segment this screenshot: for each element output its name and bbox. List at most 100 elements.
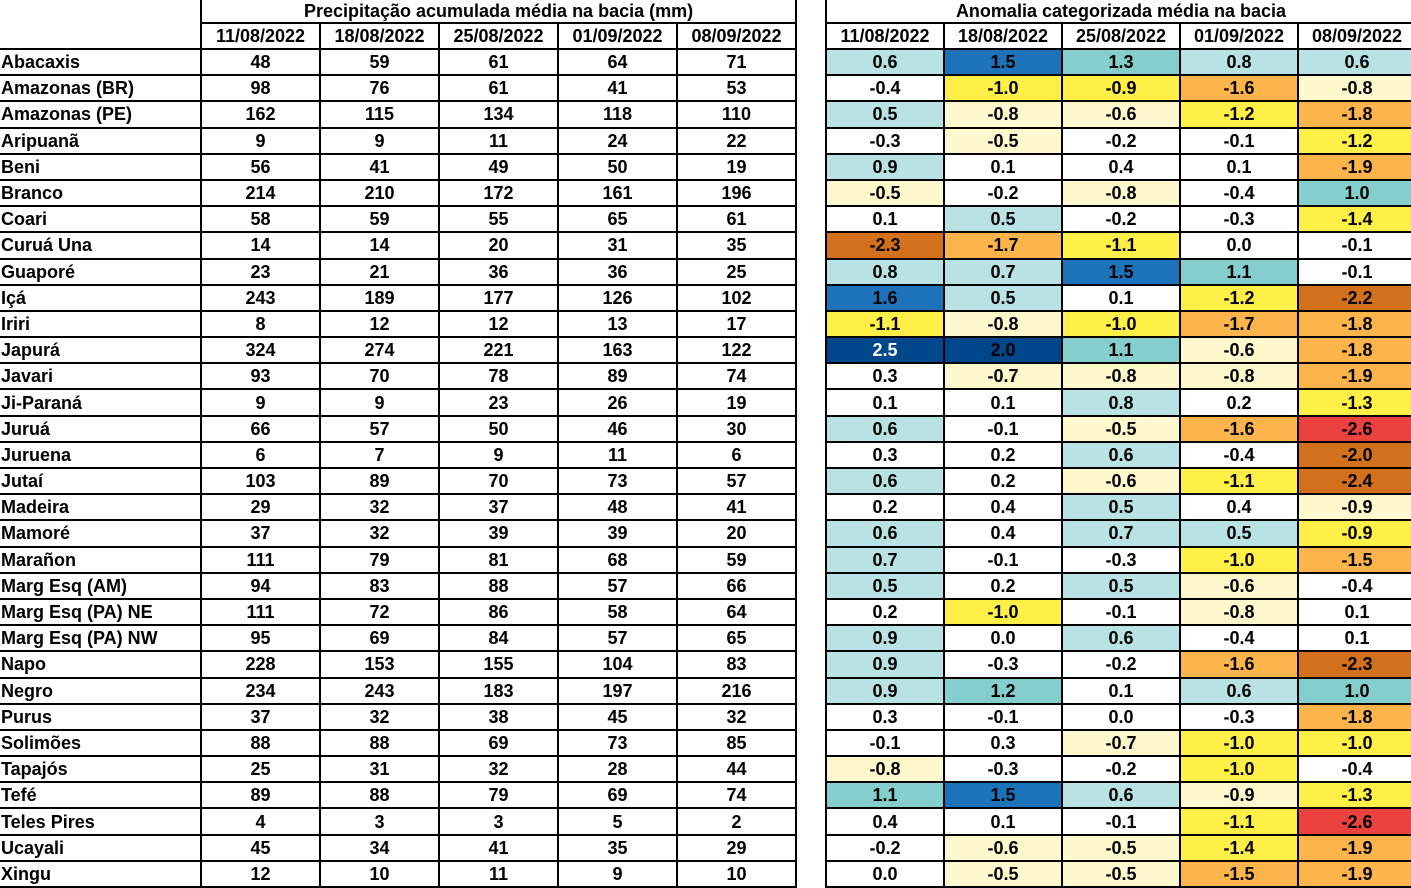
anomaly-row: 0.5 0.2 0.5 -0.6 -0.4 xyxy=(825,572,1411,600)
precip-value: 25 xyxy=(201,756,321,784)
anomaly-row: 0.9 0.1 0.4 0.1 -1.9 xyxy=(825,153,1411,181)
precip-value: 9 xyxy=(320,389,440,417)
anomaly-value: 0.5 xyxy=(943,284,1063,312)
precip-row: Solimões 88 88 69 73 85 xyxy=(0,729,798,758)
anomaly-row: 0.3 -0.7 -0.8 -0.8 -1.9 xyxy=(825,363,1411,391)
anomaly-value: 1.3 xyxy=(1061,49,1181,77)
anomaly-value: -1.0 xyxy=(1179,546,1299,574)
precip-row: Ucayali 45 34 41 35 29 xyxy=(0,834,798,862)
precip-value: 72 xyxy=(320,598,440,627)
anomaly-value: 0.1 xyxy=(1061,284,1181,312)
anomaly-row: 1.6 0.5 0.1 -1.2 -2.2 xyxy=(825,284,1411,312)
anomaly-value: 0.3 xyxy=(943,729,1063,758)
precip-date-header: 08/09/2022 xyxy=(677,23,798,50)
precip-value: 53 xyxy=(677,75,798,103)
anomaly-value: 0.1 xyxy=(825,206,945,234)
precip-value: 14 xyxy=(320,232,440,260)
precip-row: Napo 228 153 155 104 83 xyxy=(0,651,798,679)
anomaly-table: Anomalia categorizada média na bacia 11/… xyxy=(824,0,1411,888)
anomaly-value: -1.3 xyxy=(1296,782,1411,810)
precip-row: Aripuanã 9 9 11 24 22 xyxy=(0,127,798,155)
anomaly-value: 0.6 xyxy=(825,520,945,548)
precip-value: 7 xyxy=(320,441,440,470)
anomaly-date-header: 18/08/2022 xyxy=(943,23,1063,50)
precip-value: 61 xyxy=(677,206,798,234)
precip-row: Purus 37 32 38 45 32 xyxy=(0,703,798,731)
precip-value: 243 xyxy=(201,284,321,312)
anomaly-value: -0.4 xyxy=(1296,756,1411,784)
precip-value: 68 xyxy=(558,546,678,574)
precip-value: 21 xyxy=(320,258,440,286)
precip-row: Ji-Paraná 9 9 23 26 19 xyxy=(0,389,798,417)
anomaly-value: -1.1 xyxy=(1179,808,1299,836)
anomaly-value: 0.9 xyxy=(825,651,945,679)
anomaly-title: Anomalia categorizada média na bacia xyxy=(824,0,1411,24)
precip-value: 44 xyxy=(677,756,798,784)
precip-row: Jutaí 103 89 70 73 57 xyxy=(0,468,798,496)
anomaly-value: 0.4 xyxy=(1179,494,1299,522)
precip-value: 9 xyxy=(439,441,559,470)
precipitation-table: Precipitação acumulada média na bacia (m… xyxy=(0,0,798,888)
anomaly-value: 0.3 xyxy=(825,441,945,470)
precip-value: 26 xyxy=(558,389,678,417)
anomaly-value: -2.2 xyxy=(1296,284,1411,312)
anomaly-value: 0.2 xyxy=(943,572,1063,600)
precip-value: 3 xyxy=(320,808,440,836)
anomaly-value: -0.4 xyxy=(1179,441,1299,470)
precip-value: 56 xyxy=(201,153,321,181)
precip-value: 58 xyxy=(558,598,678,627)
anomaly-row: 0.9 1.2 0.1 0.6 1.0 xyxy=(825,677,1411,705)
basin-name: Içá xyxy=(0,284,202,312)
precip-value: 23 xyxy=(439,389,559,417)
precip-value: 74 xyxy=(677,782,798,810)
precip-value: 59 xyxy=(320,206,440,234)
precip-value: 45 xyxy=(558,703,678,731)
precip-row: Branco 214 210 172 161 196 xyxy=(0,179,798,208)
precip-value: 161 xyxy=(558,179,678,208)
anomaly-value: -0.2 xyxy=(943,179,1063,208)
precip-row: Javari 93 70 78 89 74 xyxy=(0,363,798,391)
precip-value: 78 xyxy=(439,363,559,391)
precip-value: 19 xyxy=(677,153,798,181)
precip-value: 89 xyxy=(320,468,440,496)
anomaly-value: -0.8 xyxy=(825,756,945,784)
anomaly-value: 0.7 xyxy=(1061,520,1181,548)
anomaly-value: 0.0 xyxy=(1179,232,1299,260)
anomaly-value: -0.5 xyxy=(1061,415,1181,443)
anomaly-value: 0.6 xyxy=(825,49,945,77)
precip-value: 177 xyxy=(439,284,559,312)
anomaly-value: -0.2 xyxy=(1061,756,1181,784)
precip-value: 83 xyxy=(677,651,798,679)
precip-value: 183 xyxy=(439,677,559,705)
precip-value: 65 xyxy=(677,625,798,653)
anomaly-row: 0.4 0.1 -0.1 -1.1 -2.6 xyxy=(825,808,1411,836)
anomaly-row: 0.2 0.4 0.5 0.4 -0.9 xyxy=(825,494,1411,522)
precip-value: 10 xyxy=(677,860,798,888)
precip-value: 104 xyxy=(558,651,678,679)
anomaly-value: -0.2 xyxy=(1061,651,1181,679)
precip-value: 88 xyxy=(201,729,321,758)
precip-value: 84 xyxy=(439,625,559,653)
precip-value: 57 xyxy=(558,572,678,600)
anomaly-value: -1.7 xyxy=(943,232,1063,260)
anomaly-value: 0.1 xyxy=(943,808,1063,836)
anomaly-value: -0.6 xyxy=(1179,572,1299,600)
basin-name: Ucayali xyxy=(0,834,202,862)
precip-value: 76 xyxy=(320,75,440,103)
anomaly-row: -1.1 -0.8 -1.0 -1.7 -1.8 xyxy=(825,310,1411,339)
precip-value: 37 xyxy=(201,520,321,548)
precip-value: 14 xyxy=(201,232,321,260)
precip-value: 31 xyxy=(320,756,440,784)
basin-name: Marg Esq (PA) NW xyxy=(0,625,202,653)
precip-value: 88 xyxy=(439,572,559,600)
precip-value: 34 xyxy=(320,834,440,862)
precip-row: Juruá 66 57 50 46 30 xyxy=(0,415,798,443)
anomaly-value: -1.0 xyxy=(1061,310,1181,339)
precip-value: 153 xyxy=(320,651,440,679)
precip-value: 243 xyxy=(320,677,440,705)
anomaly-value: -0.6 xyxy=(1179,337,1299,365)
precip-date-header: 01/09/2022 xyxy=(558,23,678,50)
precip-row: Negro 234 243 183 197 216 xyxy=(0,677,798,705)
precip-value: 66 xyxy=(201,415,321,443)
precip-value: 24 xyxy=(558,127,678,155)
